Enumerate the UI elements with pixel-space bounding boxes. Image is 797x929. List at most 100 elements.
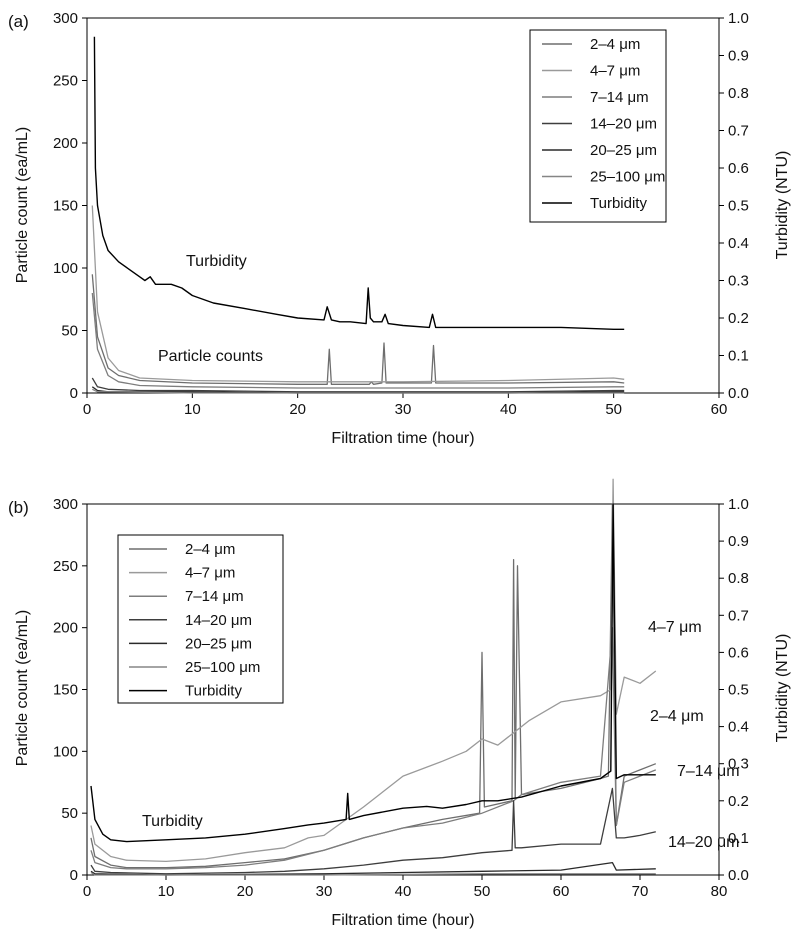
y-right-tick-label: 0.2 [728,310,749,327]
annotation-14-20um: 14–20 μm [668,834,739,851]
y-tick-label: 50 [61,323,78,340]
x-tick-label: 0 [83,883,91,900]
y-tick-label: 300 [53,10,78,27]
x-tick-label: 70 [632,883,649,900]
y-tick-label: 150 [53,198,78,215]
x-tick-label: 0 [83,401,91,418]
y-right-tick-label: 0.7 [728,607,749,624]
x-tick-label: 40 [395,883,412,900]
y-right-tick-label: 0.0 [728,385,749,402]
legend-label: 7–14 μm [185,588,244,605]
y-tick-label: 300 [53,496,78,513]
panel-a: (a) 0 10 20 30 40 50 60 0 50 100 150 200 250 300 0.0… [8,10,791,447]
x-tick-label: 50 [474,883,491,900]
series-line-6 [90,871,656,876]
series-line-3 [90,627,657,870]
annotation-particle-counts: Particle counts [158,348,263,365]
series-layer [91,36,625,394]
legend-label: 2–4 μm [590,36,640,53]
y-right-tick-label: 0.8 [728,570,749,587]
legend-label: Turbidity [185,683,242,700]
x-axis-title: Filtration time (hour) [331,912,474,929]
legend-label: 14–20 μm [185,612,252,629]
panel-label: (a) [8,12,29,31]
y-right-tick-label: 0.5 [728,198,749,215]
y-right-tick-label: 0.5 [728,682,749,699]
y-right-tick-label: 0.8 [728,85,749,102]
legend-label: 25–100 μm [590,169,665,186]
y-axis-title-right: Turbidity (NTU) [774,634,791,743]
y-tick-label: 0 [70,385,78,402]
annotation-7-14um: 7–14 μm [677,763,740,780]
x-tick-label: 40 [500,401,517,418]
y-tick-label: 50 [61,805,78,822]
y-right-tick-label: 1.0 [728,496,749,513]
y-ticks-right: 0.0 0.1 0.2 0.3 0.4 0.5 0.6 0.7 0.8 0.9 1.0 [719,496,749,884]
legend-label: 4–7 μm [590,63,640,80]
legend-box [117,534,284,704]
y-ticks-left: 0 50 100 150 200 250 300 [53,10,87,402]
y-ticks-left: 0 50 100 150 200 250 300 [53,496,87,884]
annotation-4-7um: 4–7 μm [648,619,702,636]
series-line-4 [91,377,625,393]
series-line-1 [90,503,657,869]
legend-label: 20–25 μm [590,142,657,159]
x-tick-label: 60 [711,401,728,418]
y-tick-label: 200 [53,620,78,637]
legend-label: 20–25 μm [185,635,252,652]
x-tick-label: 20 [289,401,306,418]
legend-label: Turbidity [590,195,647,212]
legend-label: 25–100 μm [185,659,260,676]
y-right-tick-label: 0.0 [728,867,749,884]
x-tick-label: 80 [711,883,728,900]
legend-label: 7–14 μm [590,89,649,106]
y-right-tick-label: 0.1 [728,348,749,365]
series-line-4 [90,787,656,875]
annotation-turbidity: Turbidity [142,813,203,830]
y-axis-title-right: Turbidity (NTU) [774,151,791,260]
series-line-2 [91,205,625,383]
y-right-tick-label: 0.2 [728,793,749,810]
x-ticks: 0 10 20 30 40 50 60 70 80 [83,875,728,900]
panel-b: (b) 0 10 20 30 40 50 60 70 80 0 50 100 150 200 250 300… [8,478,791,929]
y-right-tick-label: 0.6 [728,160,749,177]
annotation-2-4um: 2–4 μm [650,708,704,725]
y-tick-label: 0 [70,867,78,884]
y-tick-label: 100 [53,260,78,277]
x-ticks: 0 10 20 30 40 50 60 [83,393,728,418]
y-right-tick-label: 0.3 [728,756,749,773]
series-line-7 [93,36,625,330]
y-right-tick-label: 0.1 [728,830,749,847]
y-right-tick-label: 0.9 [728,533,749,550]
series-line-6 [92,388,625,394]
series-line-3 [91,292,625,389]
legend-label: 14–20 μm [590,116,657,133]
y-tick-label: 200 [53,135,78,152]
y-tick-label: 150 [53,682,78,699]
annotation-turbidity: Turbidity [186,253,247,270]
y-tick-label: 250 [53,73,78,90]
y-ticks-right: 0.0 0.1 0.2 0.3 0.4 0.5 0.6 0.7 0.8 0.9 1.0 [719,10,749,402]
y-right-tick-label: 1.0 [728,10,749,27]
series-layer [90,478,657,876]
y-axis-title-left: Particle count (ea/mL) [14,610,31,767]
x-axis-title: Filtration time (hour) [331,430,474,447]
panel-label: (b) [8,498,29,517]
y-right-tick-label: 0.4 [728,719,749,736]
x-tick-label: 10 [184,401,201,418]
y-right-tick-label: 0.6 [728,644,749,661]
y-right-tick-label: 0.7 [728,123,749,140]
x-tick-label: 10 [158,883,175,900]
y-right-tick-label: 0.3 [728,273,749,290]
y-right-tick-label: 0.9 [728,48,749,65]
legend-label: 4–7 μm [185,565,235,582]
legend-box [529,29,667,223]
y-tick-label: 250 [53,558,78,575]
y-right-tick-label: 0.4 [728,235,749,252]
legend-label: 2–4 μm [185,541,235,558]
series-line-7 [90,503,656,843]
x-tick-label: 50 [605,401,622,418]
x-tick-label: 30 [395,401,412,418]
y-tick-label: 100 [53,743,78,760]
